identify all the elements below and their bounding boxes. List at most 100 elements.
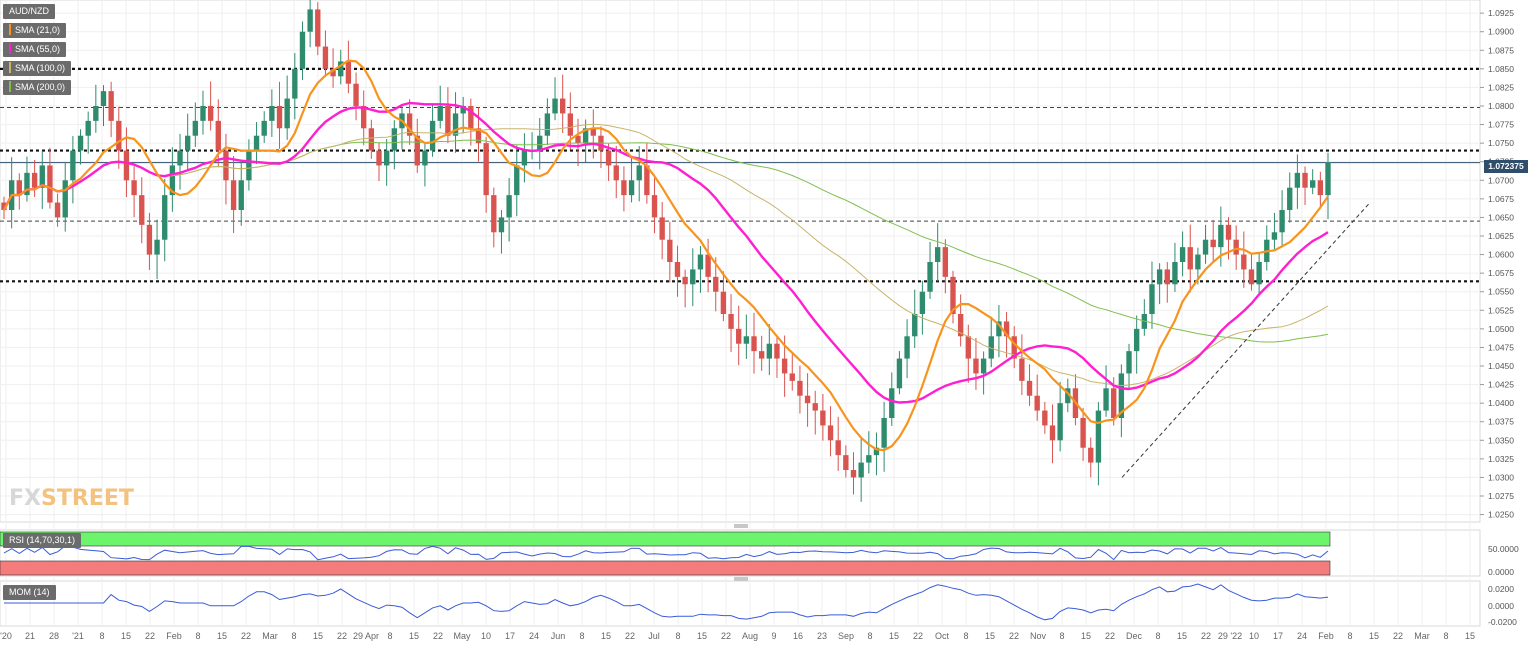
candle-body [123, 150, 130, 181]
candle-body [116, 120, 122, 151]
candle-body [1317, 180, 1324, 196]
candle-body [835, 440, 841, 456]
candle-body [567, 113, 574, 136]
sma21-label: SMA (21,0) [15, 25, 61, 35]
candle-body [1026, 380, 1033, 396]
candle-body [1210, 239, 1216, 248]
candle-body [919, 291, 926, 314]
y-tick-label: 1.0550 [1488, 287, 1514, 297]
sma100-legend[interactable]: SMA (100,0) [3, 61, 72, 76]
x-tick-label: 17 [1273, 631, 1283, 641]
candle-body [980, 358, 987, 374]
instrument-label-text: AUD/NZD [9, 6, 49, 16]
candle-body [537, 135, 543, 151]
instrument-label[interactable]: AUD/NZD [3, 4, 55, 19]
candle-body [690, 269, 696, 285]
candle-body [414, 135, 420, 166]
candle-body [965, 336, 971, 359]
candle-body [506, 195, 512, 218]
sma55-legend[interactable]: SMA (55,0) [3, 42, 67, 57]
y-tick-label: 1.0425 [1488, 380, 1514, 390]
x-tick-label: 15 [697, 631, 707, 641]
candle-body [942, 247, 949, 277]
candle-body [935, 247, 941, 262]
candle-body [330, 68, 336, 77]
candle-body [1287, 187, 1293, 210]
candle-body [47, 165, 53, 203]
candle-body [957, 314, 964, 337]
x-tick-label: 10 [1249, 631, 1259, 641]
sma21-legend[interactable]: SMA (21,0) [3, 23, 67, 38]
candle-body [751, 336, 757, 352]
candle-body [353, 83, 359, 106]
candle-body [820, 410, 826, 426]
candle-body [361, 106, 367, 129]
candle-body [996, 321, 1002, 337]
x-tick-label: 15 [601, 631, 611, 641]
candle-body [429, 120, 436, 151]
x-tick-label: 15 [409, 631, 419, 641]
x-tick-label: Sep [838, 631, 854, 641]
y-tick-label: 1.0350 [1488, 435, 1514, 445]
candle-body [881, 418, 887, 448]
candle-body [391, 128, 397, 151]
rsi-overbought-zone [0, 531, 1331, 547]
candle-body [437, 106, 443, 121]
candle-body [651, 195, 658, 218]
candle-body [31, 172, 38, 188]
y-tick-label: 1.0250 [1488, 510, 1514, 520]
candle-body [1164, 269, 1170, 285]
rsi-oversold-zone [0, 560, 1331, 576]
x-tick-label: 15 [985, 631, 995, 641]
sma200-legend[interactable]: SMA (200,0) [3, 80, 72, 95]
x-tick-label: 8 [195, 631, 200, 641]
candle-body [261, 120, 267, 136]
candle-body [154, 239, 160, 255]
candle-body [1042, 410, 1048, 426]
candle-body [1172, 262, 1178, 285]
candle-body [843, 455, 849, 470]
candle-body [315, 9, 321, 47]
x-tick-label: 22 [1009, 631, 1019, 641]
candle-body [544, 113, 551, 136]
x-tick-label: 10 [481, 631, 491, 641]
candle-body [498, 217, 505, 233]
watermark-street: STREET [41, 486, 134, 511]
x-tick-label: Nov [1030, 631, 1047, 641]
candle-body [192, 120, 199, 136]
x-tick-label: 16 [793, 631, 803, 641]
mom-legend[interactable]: MOM (14) [3, 585, 56, 600]
y-tick-label: 1.0900 [1488, 27, 1514, 37]
candle-body [223, 150, 229, 181]
candle-body [1003, 321, 1010, 337]
x-tick-label: Feb [166, 631, 182, 641]
candle-body [276, 106, 283, 129]
candle-body [468, 106, 474, 129]
y-tick-label: 1.0825 [1488, 82, 1514, 92]
candle-body [16, 180, 22, 196]
x-tick-label: 8 [1443, 631, 1448, 641]
candle-body [613, 165, 619, 181]
x-tick-label: 15 [1369, 631, 1379, 641]
candle-body [1256, 262, 1262, 285]
rsi-line [3, 545, 1329, 561]
candle-body [521, 150, 528, 166]
candle-body [1034, 395, 1040, 411]
candle-body [575, 135, 581, 144]
candle-body [177, 150, 183, 166]
candle-body [139, 195, 145, 225]
fxstreet-watermark: FXSTREET [9, 486, 134, 511]
candle-body [376, 150, 382, 166]
candle-body [1126, 351, 1132, 374]
candle-body [1241, 254, 1247, 270]
candle-body [866, 455, 872, 463]
x-tick-label: 22 [1105, 631, 1115, 641]
candle-body [988, 336, 994, 359]
candle-body [705, 254, 711, 277]
rsi-legend[interactable]: RSI (14,70,30,1) [3, 533, 82, 548]
candle-body [1011, 336, 1017, 359]
candle-body [54, 202, 61, 218]
sma200-label: SMA (200,0) [15, 82, 66, 92]
candle-body [1065, 388, 1071, 404]
